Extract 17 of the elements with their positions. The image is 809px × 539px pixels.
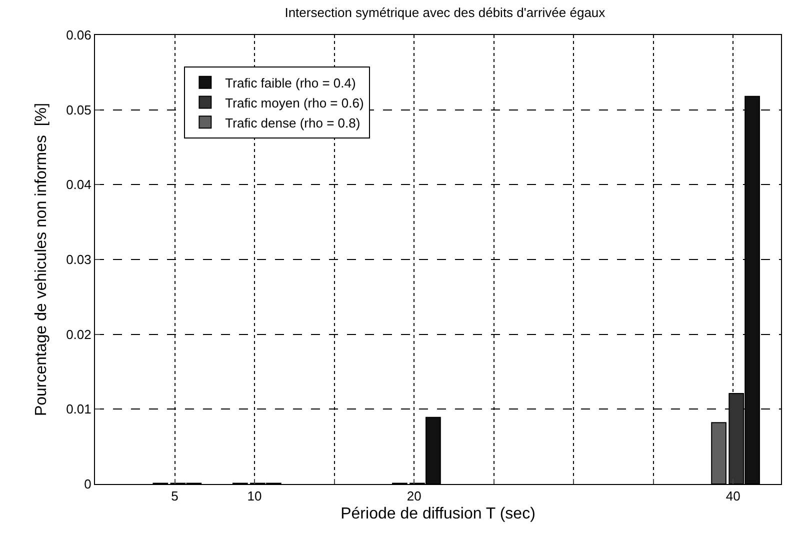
legend-label: Trafic moyen (rho = 0.6)	[225, 95, 364, 110]
legend-label: Trafic faible (rho = 0.4)	[225, 75, 356, 90]
y-axis-title: Pourcentage de vehicules non informes [%]	[32, 102, 50, 416]
y-tick-label: 0	[84, 476, 92, 492]
x-tick-label: 10	[247, 488, 262, 504]
x-tick-label: 20	[406, 488, 422, 504]
x-tick-label: 40	[726, 488, 740, 504]
y-tick-label: 0.02	[66, 326, 92, 342]
x-tick-label: 5	[171, 488, 178, 504]
y-tick-label: 0.03	[66, 252, 92, 268]
legend-label: Trafic dense (rho = 0.8)	[225, 115, 360, 130]
y-tick-label: 0.06	[66, 28, 92, 43]
x-axis-title: Période de diffusion T (sec)	[340, 505, 536, 522]
y-tick-label: 0.01	[66, 402, 92, 417]
y-tick-label: 0.04	[66, 177, 92, 192]
chart-title: Intersection symétrique avec des débits d'arrivée égaux	[284, 5, 606, 20]
y-tick-label: 0.05	[66, 102, 92, 118]
